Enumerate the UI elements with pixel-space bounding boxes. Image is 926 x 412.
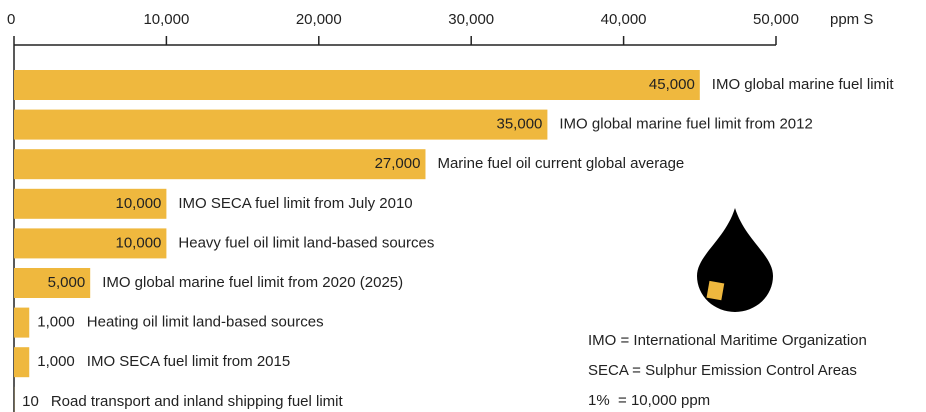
value-label: 10,000 [116, 234, 162, 251]
category-label: IMO global marine fuel limit from 2020 (… [102, 274, 403, 291]
value-label: 35,000 [497, 116, 543, 133]
category-label: Road transport and inland shipping fuel … [51, 393, 344, 410]
category-label: IMO SECA fuel limit from July 2010 [178, 195, 412, 212]
bar [14, 228, 167, 259]
oil-drop-icon [697, 208, 773, 312]
x-tick-label: 0 [7, 11, 15, 28]
x-tick-label: 30,000 [448, 11, 494, 28]
drop-highlight [706, 280, 725, 301]
note: SECA = Sulphur Emission Control Areas [588, 362, 857, 379]
category-label: IMO global marine fuel limit from 2012 [559, 116, 812, 133]
bar [14, 347, 30, 378]
bar [14, 109, 548, 140]
category-label: Heating oil limit land-based sources [87, 314, 324, 331]
x-tick-label: 20,000 [296, 11, 342, 28]
x-axis-label: ppm S [830, 11, 873, 28]
value-label: 10,000 [116, 195, 162, 212]
value-label: 1,000 [37, 314, 75, 331]
note: IMO = International Maritime Organizatio… [588, 332, 867, 349]
x-tick-label: 40,000 [601, 11, 647, 28]
category-label: Heavy fuel oil limit land-based sources [178, 234, 434, 251]
bar [14, 268, 91, 298]
value-label: 45,000 [649, 76, 695, 93]
x-tick-label: 50,000 [753, 11, 799, 28]
bar [14, 188, 167, 219]
value-label: 1,000 [37, 353, 75, 370]
category-label: IMO global marine fuel limit [712, 76, 895, 93]
bar [14, 70, 700, 100]
bar [14, 307, 30, 338]
value-label: 10 [22, 393, 39, 410]
note: 1% = 10,000 ppm [588, 392, 710, 409]
category-label: Marine fuel oil current global average [437, 155, 684, 172]
category-label: IMO SECA fuel limit from 2015 [87, 353, 290, 370]
value-label: 27,000 [375, 155, 421, 172]
x-tick-label: 10,000 [143, 11, 189, 28]
value-label: 5,000 [48, 274, 86, 291]
bar [14, 149, 426, 180]
